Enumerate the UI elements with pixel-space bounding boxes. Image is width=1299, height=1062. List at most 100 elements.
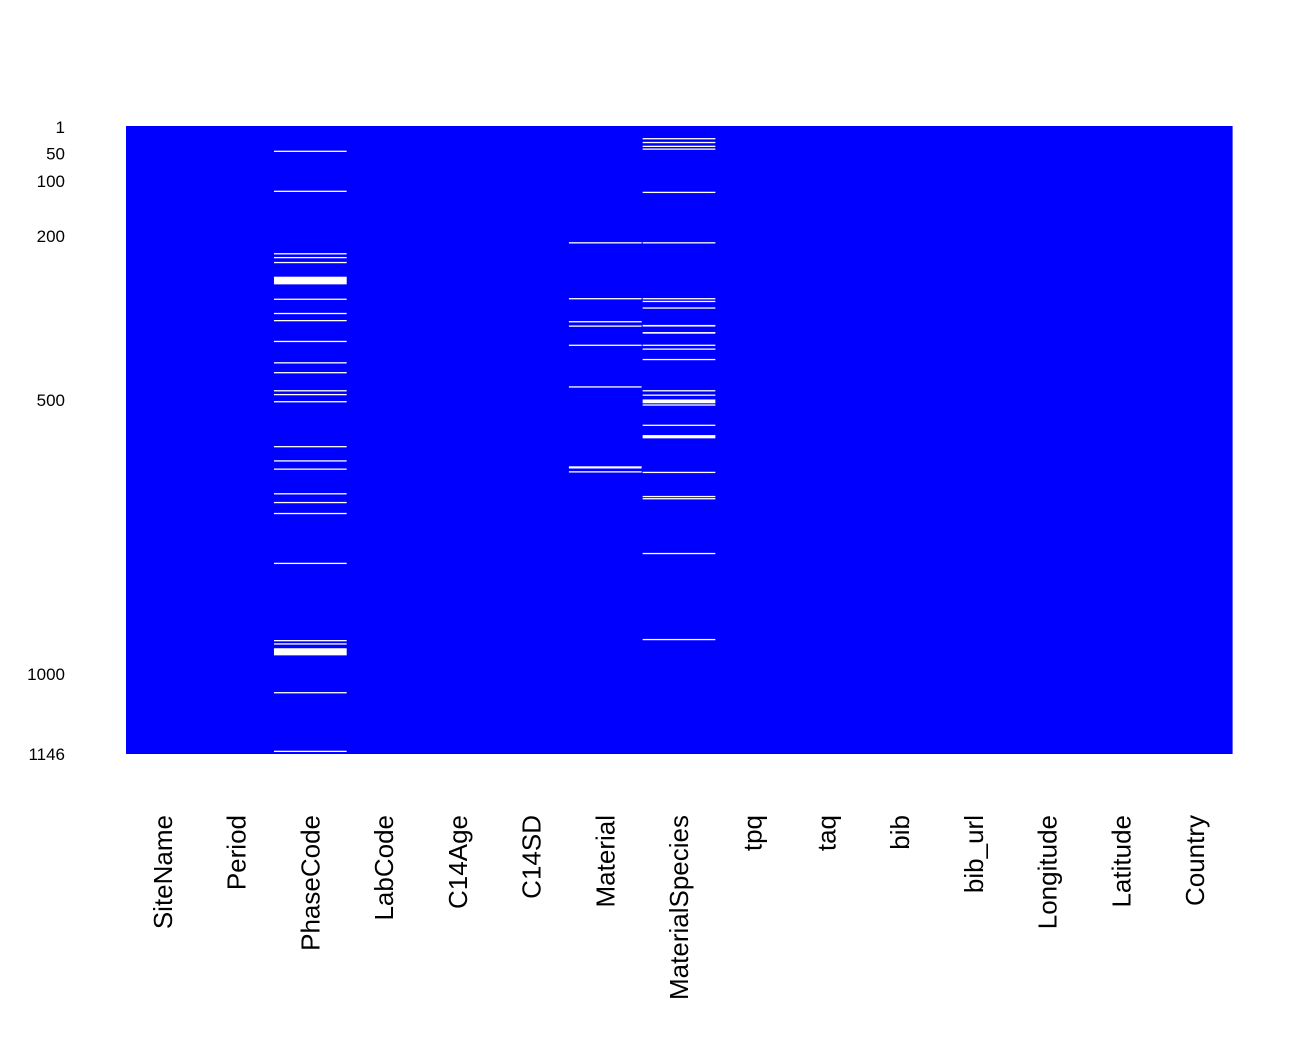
x-tick-label: LabCode: [369, 815, 399, 921]
missing-band-materialspecies: [642, 390, 716, 392]
missing-band-materialspecies: [642, 242, 716, 244]
missing-band-materialspecies: [642, 358, 716, 361]
missing-band-materialspecies: [642, 348, 716, 350]
missing-band-phasecode: [273, 460, 347, 462]
missing-band-phasecode: [273, 340, 347, 343]
missing-band-materialspecies: [642, 138, 716, 140]
missing-band-materialspecies: [642, 399, 716, 404]
missing-band-phasecode: [273, 643, 347, 645]
y-tick-label: 50: [46, 145, 65, 164]
column-latitude: [1084, 126, 1159, 754]
y-tick-label: 200: [37, 227, 65, 246]
y-tick-label: 1146: [28, 745, 65, 764]
missing-band-materialspecies: [642, 191, 716, 194]
missing-band-materialspecies: [642, 552, 716, 555]
missing-band-phasecode: [273, 372, 347, 374]
x-tick-label: Country: [1180, 815, 1210, 906]
missing-band-phasecode: [273, 312, 347, 315]
column-bib: [863, 126, 938, 754]
column-bib-url: [937, 126, 1012, 754]
column-labcode: [347, 126, 422, 754]
missing-band-material: [568, 242, 642, 244]
column-period: [199, 126, 275, 754]
x-tick-label: bib: [885, 815, 915, 850]
column-c14sd: [494, 126, 569, 754]
y-tick-label: 100: [37, 172, 65, 191]
missing-band-material: [568, 471, 642, 473]
missing-band-phasecode: [273, 261, 347, 264]
missing-band-materialspecies: [642, 298, 716, 300]
missing-band-phasecode: [273, 150, 347, 152]
y-tick-label: 1000: [27, 665, 65, 684]
column-country: [1158, 126, 1233, 754]
x-tick-label: tpq: [738, 815, 768, 851]
missing-band-phasecode: [273, 319, 347, 322]
missing-band-phasecode: [273, 393, 347, 396]
missing-band-phasecode: [273, 298, 347, 300]
missing-band-phasecode: [273, 253, 347, 255]
column-c14age: [420, 126, 496, 754]
missing-band-materialspecies: [642, 324, 716, 327]
missing-band-phasecode: [273, 562, 347, 565]
missing-band-phasecode: [273, 640, 347, 642]
missing-band-materialspecies: [642, 638, 716, 641]
x-tick-label: Period: [222, 815, 252, 890]
column-longitude: [1010, 126, 1086, 754]
column-sitename: [126, 126, 201, 754]
missing-band-materialspecies: [642, 344, 716, 346]
missing-band-materialspecies: [642, 471, 716, 474]
missing-band-materialspecies: [642, 394, 716, 396]
missing-band-material: [568, 321, 642, 323]
missing-band-phasecode: [273, 501, 347, 504]
missing-band-materialspecies: [642, 424, 716, 426]
x-axis-ticks: SiteName Period PhaseCode LabCode C14Age C14S…: [148, 815, 1210, 1000]
missing-band-materialspecies: [642, 404, 716, 406]
missing-band-phasecode: [273, 276, 347, 285]
heatmap-cells: [126, 126, 1233, 754]
missing-band-material: [568, 344, 642, 346]
missing-band-phasecode: [273, 390, 347, 392]
missing-band-material: [568, 325, 642, 327]
missing-band-phasecode: [273, 446, 347, 448]
column-tpq: [715, 126, 791, 754]
missing-band-materialspecies: [642, 435, 716, 439]
missing-band-material: [568, 386, 642, 388]
missing-band-materialspecies: [642, 148, 716, 150]
missing-band-phasecode: [273, 512, 347, 515]
column-materialspecies: [642, 126, 717, 754]
missing-band-materialspecies: [642, 498, 716, 500]
missing-band-phasecode: [273, 468, 347, 470]
y-tick-label: 1: [56, 118, 65, 137]
x-tick-label: C14SD: [517, 815, 547, 899]
column-taq: [789, 126, 864, 754]
x-tick-label: taq: [811, 815, 841, 851]
x-tick-label: PhaseCode: [295, 815, 325, 951]
x-tick-label: C14Age: [443, 815, 473, 909]
missing-band-material: [568, 298, 642, 300]
column-phasecode: [273, 126, 348, 754]
missing-band-phasecode: [273, 190, 347, 192]
x-tick-label: SiteName: [148, 815, 178, 929]
missing-band-phasecode: [273, 648, 347, 656]
x-tick-label: Latitude: [1106, 815, 1136, 908]
missing-band-phasecode: [273, 256, 347, 259]
missing-band-materialspecies: [642, 145, 716, 148]
missing-band-materialspecies: [642, 141, 716, 144]
missing-band-materialspecies: [642, 300, 716, 303]
x-tick-label: bib_url: [959, 815, 989, 893]
missing-band-phasecode: [273, 401, 347, 403]
missing-band-materialspecies: [642, 495, 716, 498]
missing-band-phasecode: [273, 750, 347, 753]
missing-band-materialspecies: [642, 307, 716, 309]
missing-band-phasecode: [273, 362, 347, 364]
x-tick-label: Material: [590, 815, 620, 907]
column-material: [568, 126, 643, 754]
y-tick-label: 500: [37, 391, 65, 410]
x-tick-label: MaterialSpecies: [664, 815, 694, 1000]
y-axis-ticks: 1 50 100 200 500 1000 1146: [27, 118, 65, 764]
missing-band-materialspecies: [642, 332, 716, 334]
missing-band-phasecode: [273, 692, 347, 694]
missing-band-material: [568, 466, 642, 469]
x-tick-label: Longitude: [1033, 815, 1063, 929]
